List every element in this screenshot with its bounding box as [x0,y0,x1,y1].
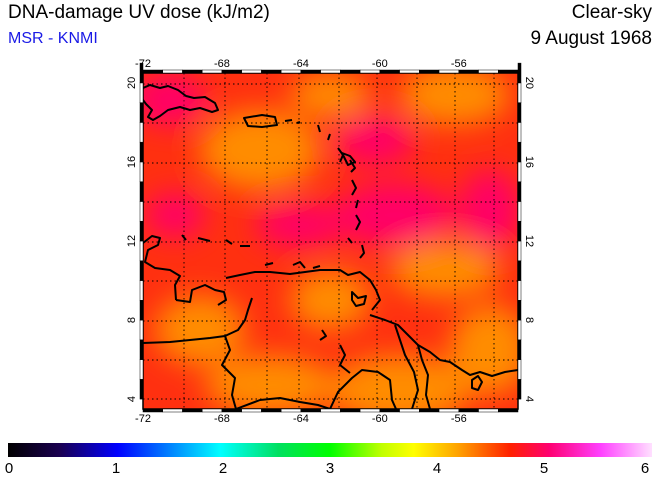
colorbar-label-6: 6 [640,460,650,477]
lon-tick-bottom-m56: -56 [451,413,467,425]
lon-tick-bottom-m60: -60 [372,413,388,425]
bottom-longitude-ticks: -72 -68 -64 -60 -56 [135,413,467,425]
colorbar-label-5: 5 [539,460,549,477]
lat-tick-left-16: 16 [126,156,138,168]
uv-dose-field [143,73,518,409]
lon-tick-top-m60: -60 [372,58,388,70]
lon-tick-top-m56: -56 [451,58,467,70]
condition-label: Clear-sky [571,2,652,23]
lat-tick-right-12: 12 [523,235,535,247]
map-title: DNA-damage UV dose (kJ/m2) [8,2,270,23]
colorbar-label-4: 4 [432,460,442,477]
lat-tick-left-4: 4 [126,396,138,402]
colorbar-label-1: 1 [111,460,121,477]
lat-tick-right-4: 4 [523,396,535,402]
colorbar-label-3: 3 [325,460,335,477]
top-longitude-ticks: -72 -68 -64 -60 -56 [135,58,467,70]
lat-tick-right-16: 16 [523,156,535,168]
lon-tick-bottom-m68: -68 [214,413,230,425]
lon-tick-top-m72: -72 [135,58,151,70]
source-label: MSR - KNMI [8,30,98,47]
colorbar [8,443,652,457]
lon-tick-bottom-m64: -64 [293,413,309,425]
colorbar-label-2: 2 [218,460,228,477]
lat-tick-right-8: 8 [523,317,535,323]
lat-tick-left-8: 8 [126,317,138,323]
lat-tick-left-20: 20 [126,77,138,89]
lon-tick-bottom-m72: -72 [135,413,151,425]
coastlines [143,84,518,409]
map-frame-scale-bars [139,62,522,413]
left-latitude-ticks: 4 8 12 16 20 [126,77,138,402]
colorbar-label-0: 0 [4,460,14,477]
graticule [143,73,518,409]
date-label: 9 August 1968 [530,28,653,49]
lat-tick-left-12: 12 [126,235,138,247]
right-latitude-ticks: 4 8 12 16 20 [523,77,535,402]
lon-tick-top-m64: -64 [293,58,309,70]
lon-tick-top-m68: -68 [214,58,230,70]
lat-tick-right-20: 20 [523,77,535,89]
